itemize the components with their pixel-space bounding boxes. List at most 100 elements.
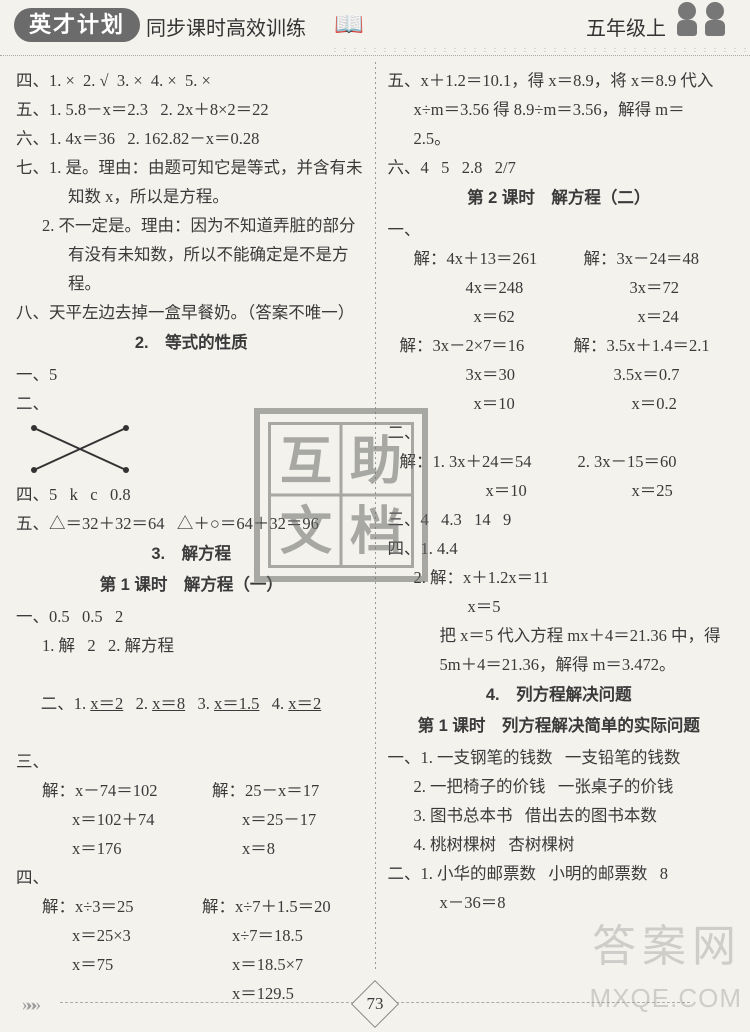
l: 三、 — [16, 747, 367, 776]
eq: x＝75 — [42, 950, 202, 979]
eq: 解：4x＋13＝261 — [414, 244, 584, 273]
page-header: 英才计划 同步课时高效训练 📖 五年级上 — [0, 0, 750, 56]
ans: x＝2 — [288, 694, 321, 713]
eq: 解：3x－24＝48 — [584, 244, 700, 273]
section-title: 2. 等式的性质 — [16, 329, 367, 358]
header-dots — [330, 47, 750, 53]
eq-row: x＝176x＝8 — [16, 834, 367, 863]
eq-row: x＝75x＝18.5×7 — [16, 950, 367, 979]
eq: x＝102＋74 — [42, 805, 212, 834]
book-icon: 📖 — [334, 10, 364, 39]
r: 六、4 5 2.8 2/7 — [388, 153, 731, 182]
l: 2. 不一定是。理由：因为不知道弄脏的部分 — [16, 211, 367, 240]
eq: x＝18.5×7 — [202, 950, 303, 979]
t: 二、1. — [41, 694, 91, 713]
eq-row: x＝25×3x÷7＝18.5 — [16, 921, 367, 950]
l: 程。 — [16, 269, 367, 298]
eq-row: 4x＝2483x＝72 — [388, 273, 731, 302]
watermark-brand: 答案网 — [592, 910, 742, 974]
r: 四、1. 4.4 — [388, 534, 731, 563]
l: 四、 — [16, 863, 367, 892]
eq-row: 解：x－74＝102解：25－x＝17 — [16, 776, 367, 805]
r: 2. 解：x＋1.2x＝11 — [388, 563, 731, 592]
r: 五、x＋1.2＝10.1，得 x＝8.9，将 x＝8.9 代入 — [388, 66, 731, 95]
kids-illustration — [672, 2, 732, 42]
eq: 解：3x－2×7＝16 — [388, 331, 574, 360]
l: 八、天平左边去掉一盒早餐奶。（答案不唯一） — [16, 298, 367, 327]
eq: 解：25－x＝17 — [212, 776, 319, 805]
eq: 解：x－74＝102 — [42, 776, 212, 805]
l: 六、1. 4x＝36 2. 162.82－x＝0.28 — [16, 124, 367, 153]
eq-row: x＝102＋74x＝25－17 — [16, 805, 367, 834]
r: 二、 — [388, 418, 731, 447]
eq: 解：x÷3＝25 — [42, 892, 202, 921]
eq-row: x＝10x＝0.2 — [388, 389, 731, 418]
page-number: 73 — [353, 982, 397, 1026]
r: x＝5 — [388, 592, 731, 621]
eq: 3x＝30 — [414, 360, 584, 389]
l-answers-underlined: 二、1. x＝2 2. x＝8 3. x＝1.5 4. x＝2 — [16, 660, 367, 747]
eq: x＝25－17 — [212, 805, 316, 834]
eq-row: 解：4x＋13＝261解：3x－24＝48 — [388, 244, 731, 273]
section-title: 4. 列方程解决问题 — [388, 681, 731, 710]
r: 2. 一把椅子的价钱 一张桌子的价钱 — [388, 772, 731, 801]
l: 四、1. × 2. √ 3. × 4. × 5. × — [16, 66, 367, 95]
l: 七、1. 是。理由：由题可知它是等式，并含有未 — [16, 153, 367, 182]
lesson-title: 第 1 课时 解方程（一） — [16, 571, 367, 600]
t: 2. — [123, 694, 152, 713]
r: 2.5。 — [388, 124, 731, 153]
eq: 3x＝72 — [584, 273, 680, 302]
left-column: 四、1. × 2. √ 3. × 4. × 5. × 五、1. 5.8－x＝2.… — [12, 62, 375, 970]
eq: x＝25 — [588, 476, 673, 505]
eq: 解：x÷7＋1.5＝20 — [202, 892, 331, 921]
l: 五、1. 5.8－x＝2.3 2. 2x＋8×2＝22 — [16, 95, 367, 124]
ans: x＝2 — [90, 694, 123, 713]
r: 二、1. 小华的邮票数 小明的邮票数 8 — [388, 859, 731, 888]
lesson-title: 第 1 课时 列方程解决简单的实际问题 — [388, 712, 731, 741]
r: x÷m＝3.56 得 8.9÷m＝3.56，解得 m＝ — [388, 95, 731, 124]
eq: 解：3.5x＋1.4＝2.1 — [574, 331, 710, 360]
r: 三、4 4.3 14 9 — [388, 505, 731, 534]
eq: x＝10 — [414, 476, 588, 505]
eq: 3.5x＝0.7 — [584, 360, 680, 389]
l: 一、0.5 0.5 2 — [16, 602, 367, 631]
t: 3. — [185, 694, 214, 713]
l: 二、 — [16, 389, 367, 418]
r: 把 x＝5 代入方程 mx＋4＝21.36 中，得 — [388, 621, 731, 650]
eq-row: x＝62x＝24 — [388, 302, 731, 331]
eq: 解：1. 3x＋24＝54 — [388, 447, 578, 476]
eq: 2. 3x－15＝60 — [578, 447, 677, 476]
lesson-title: 第 2 课时 解方程（二） — [388, 184, 731, 213]
r: 一、1. 一支钢笔的钱数 一支铅笔的钱数 — [388, 743, 731, 772]
l: 四、5 k c 0.8 — [16, 480, 367, 509]
content-area: 四、1. × 2. √ 3. × 4. × 5. × 五、1. 5.8－x＝2.… — [12, 62, 738, 970]
eq-row: 3x＝303.5x＝0.7 — [388, 360, 731, 389]
r: 4. 桃树棵树 杏树棵树 — [388, 830, 731, 859]
r: 一、 — [388, 215, 731, 244]
eq: 4x＝248 — [414, 273, 584, 302]
l: 一、5 — [16, 360, 367, 389]
right-column: 五、x＋1.2＝10.1，得 x＝8.9，将 x＝8.9 代入 x÷m＝3.56… — [376, 62, 739, 970]
l: 1. 解 2 2. 解方程 — [16, 631, 367, 660]
l: 五、△＝32＋32＝64 △＋○＝64＋32＝96 — [16, 509, 367, 538]
l: 知数 x，所以是方程。 — [16, 182, 367, 211]
grade-label: 五年级上 — [586, 12, 666, 41]
matching-diagram — [26, 420, 136, 478]
series-subtitle: 同步课时高效训练 — [146, 12, 306, 41]
eq-row: 解：x÷3＝25解：x÷7＋1.5＝20 — [16, 892, 367, 921]
eq: x＝62 — [414, 302, 584, 331]
eq: x＝10 — [414, 389, 584, 418]
series-badge: 英才计划 — [14, 8, 140, 42]
t: 4. — [259, 694, 288, 713]
eq-row: 解：3x－2×7＝16解：3.5x＋1.4＝2.1 — [388, 331, 731, 360]
eq: x÷7＝18.5 — [202, 921, 303, 950]
eq: x＝25×3 — [42, 921, 202, 950]
eq-row: 解：1. 3x＋24＝542. 3x－15＝60 — [388, 447, 731, 476]
l: 有没有未知数，所以不能确定是不是方 — [16, 240, 367, 269]
ans: x＝1.5 — [214, 694, 259, 713]
eq: x＝8 — [212, 834, 275, 863]
r: 3. 图书总本书 借出去的图书本数 — [388, 801, 731, 830]
eq-row: x＝10x＝25 — [388, 476, 731, 505]
section-title: 3. 解方程 — [16, 540, 367, 569]
watermark-url: MXQE.COM — [590, 983, 742, 1014]
